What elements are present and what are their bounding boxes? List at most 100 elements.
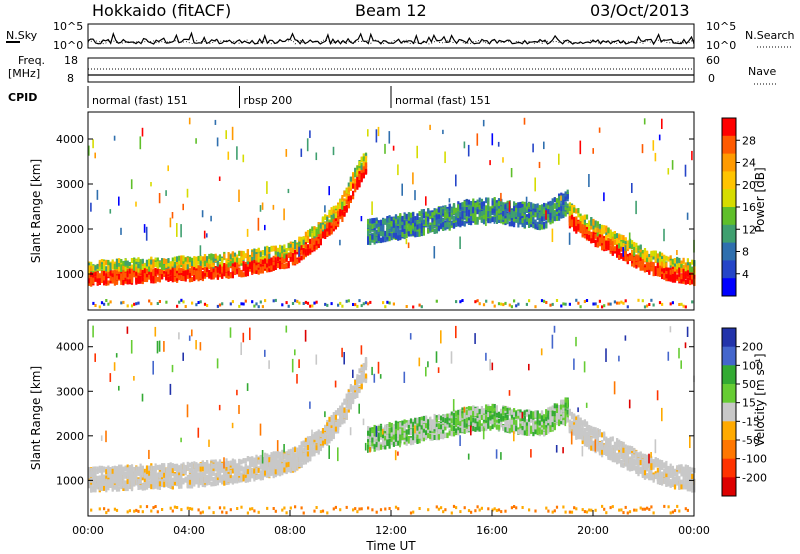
echo-cell	[661, 271, 664, 276]
echo-cell	[105, 278, 108, 283]
echo-cell	[661, 118, 663, 130]
echo-cell	[671, 262, 674, 268]
echo-cell	[684, 164, 687, 177]
echo-cell	[268, 261, 271, 267]
echo-cell	[120, 227, 122, 235]
echo-cell	[182, 263, 185, 269]
echo-cell	[184, 470, 187, 476]
echo-cell	[216, 260, 219, 266]
echo-cell	[450, 214, 453, 220]
echo-cell	[624, 249, 627, 255]
echo-cell	[145, 275, 149, 281]
echo-cell	[680, 264, 683, 269]
echo-cell	[658, 257, 662, 263]
echo-cell	[236, 269, 239, 275]
echo-cell	[186, 461, 189, 467]
echo-cell	[354, 303, 357, 307]
echo-cell	[294, 259, 297, 265]
echo-cell	[313, 226, 316, 232]
echo-cell	[300, 249, 303, 255]
echo-cell	[242, 254, 245, 260]
echo-cell	[294, 240, 297, 245]
echo-cell	[124, 481, 127, 487]
echo-cell	[197, 482, 200, 488]
echo-cell	[227, 266, 230, 272]
echo-cell	[669, 302, 672, 306]
echo-cell	[135, 472, 138, 478]
echo-cell	[442, 222, 445, 228]
echo-cell	[201, 256, 204, 262]
echo-cell	[163, 341, 165, 352]
echo-cell	[276, 247, 280, 253]
echo-cell	[536, 221, 539, 227]
echo-cell	[105, 270, 108, 276]
echo-cell	[386, 228, 389, 234]
echo-cell	[628, 255, 632, 261]
echo-cell	[450, 207, 453, 213]
echo-cell	[457, 204, 460, 210]
echo-cell	[238, 259, 241, 265]
echo-cell	[386, 232, 389, 238]
echo-cell	[517, 213, 520, 219]
echo-cell	[652, 262, 655, 268]
echo-cell	[208, 264, 211, 269]
echo-cell	[137, 301, 140, 305]
echo-cell	[352, 173, 355, 179]
echo-cell	[195, 256, 198, 262]
echo-cell	[673, 258, 677, 264]
echo-cell	[266, 254, 269, 260]
echo-cell	[620, 246, 623, 252]
echo-cell	[633, 262, 636, 268]
echo-cell	[384, 236, 387, 242]
echo-cell	[388, 215, 391, 221]
echo-cell	[605, 232, 608, 238]
echo-cell	[530, 211, 533, 217]
echo-cell	[171, 267, 174, 273]
echo-cell	[379, 227, 383, 233]
power-ylabel: Slant Range [km]	[29, 159, 43, 263]
echo-cell	[431, 224, 434, 230]
echo-cell	[128, 279, 131, 285]
echo-cell	[113, 270, 116, 275]
echo-cell	[652, 269, 655, 275]
echo-cell	[405, 230, 408, 236]
echo-cell	[156, 473, 159, 479]
echo-cell	[422, 209, 425, 214]
echo-cell	[306, 230, 310, 235]
echo-cell	[182, 300, 185, 304]
echo-cell	[244, 271, 247, 277]
echo-cell	[180, 268, 183, 273]
echo-cell	[493, 197, 496, 202]
echo-cell	[371, 237, 374, 243]
echo-cell	[371, 224, 374, 230]
echo-cell	[283, 258, 286, 264]
echo-cell	[465, 216, 468, 222]
echo-cell	[654, 271, 657, 276]
echo-cell	[446, 218, 449, 224]
echo-cell	[289, 244, 292, 250]
echo-cell	[628, 232, 631, 247]
echo-cell	[279, 260, 282, 266]
echo-cell	[259, 205, 262, 212]
echo-cell	[176, 472, 179, 478]
echo-cell	[564, 196, 567, 202]
echo-cell	[422, 219, 425, 225]
echo-cell	[135, 480, 138, 486]
echo-cell	[631, 244, 634, 250]
echo-cell	[96, 189, 99, 200]
cpid-segment-label: normal (fast) 151	[92, 94, 188, 107]
echo-cell	[227, 262, 230, 268]
echo-cell	[362, 167, 365, 173]
echo-cell	[88, 482, 91, 488]
echo-cell	[113, 473, 116, 479]
echo-cell	[500, 200, 503, 206]
echo-cell	[433, 220, 436, 226]
echo-cell	[203, 256, 207, 262]
echo-cell	[105, 478, 108, 484]
echo-cell	[459, 215, 462, 220]
echo-cell	[259, 259, 262, 264]
echo-cell	[467, 218, 471, 224]
echo-cell	[530, 202, 533, 208]
echo-cell	[667, 168, 670, 175]
echo-cell	[193, 473, 196, 479]
